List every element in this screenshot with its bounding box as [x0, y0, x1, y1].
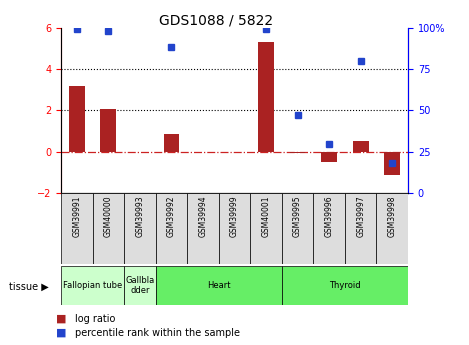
Bar — [92, 193, 124, 264]
Text: GSM40000: GSM40000 — [104, 195, 113, 237]
Text: Gallbla
dder: Gallbla dder — [125, 276, 154, 295]
Bar — [250, 193, 282, 264]
Bar — [258, 42, 274, 152]
Text: GSM39992: GSM39992 — [167, 195, 176, 237]
Text: GSM39999: GSM39999 — [230, 195, 239, 237]
Bar — [100, 109, 116, 152]
Text: GSM40001: GSM40001 — [262, 195, 271, 237]
Text: tissue ▶: tissue ▶ — [9, 282, 49, 291]
Text: GSM39994: GSM39994 — [198, 195, 207, 237]
Text: GSM39997: GSM39997 — [356, 195, 365, 237]
Text: log ratio: log ratio — [75, 314, 115, 324]
Text: Fallopian tube: Fallopian tube — [63, 281, 122, 290]
Text: Thyroid: Thyroid — [329, 281, 361, 290]
Bar — [164, 134, 179, 152]
Bar — [321, 152, 337, 162]
Bar — [353, 141, 369, 152]
Bar — [345, 193, 377, 264]
Text: GSM39998: GSM39998 — [388, 195, 397, 237]
Bar — [290, 152, 305, 153]
Bar — [124, 193, 156, 264]
Text: Heart: Heart — [207, 281, 230, 290]
Bar — [377, 193, 408, 264]
Bar — [156, 266, 282, 305]
Text: GSM39993: GSM39993 — [136, 195, 144, 237]
Bar — [69, 86, 84, 152]
Text: GDS1088 / 5822: GDS1088 / 5822 — [159, 14, 273, 28]
Text: ■: ■ — [56, 314, 67, 324]
Text: GSM39995: GSM39995 — [293, 195, 302, 237]
Bar — [313, 193, 345, 264]
Text: ■: ■ — [56, 328, 67, 338]
Bar — [61, 266, 124, 305]
Text: GSM39991: GSM39991 — [72, 195, 81, 237]
Bar — [219, 193, 250, 264]
Bar — [187, 193, 219, 264]
Bar — [282, 266, 408, 305]
Bar — [124, 266, 156, 305]
Bar — [61, 193, 92, 264]
Text: percentile rank within the sample: percentile rank within the sample — [75, 328, 240, 338]
Text: GSM39996: GSM39996 — [325, 195, 333, 237]
Bar — [282, 193, 313, 264]
Bar — [385, 152, 400, 175]
Bar — [156, 193, 187, 264]
